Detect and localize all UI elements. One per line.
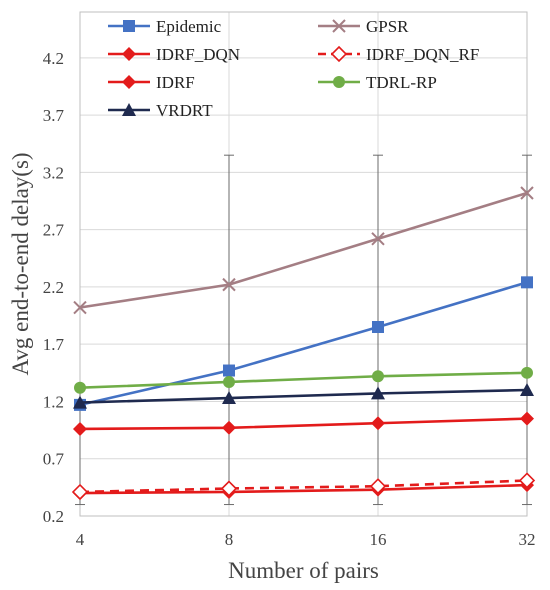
data-point-triangle	[222, 391, 236, 405]
series-line	[79, 191, 528, 309]
data-point-circle	[223, 375, 235, 388]
data-point-square	[372, 321, 384, 333]
data-point-diamond	[222, 420, 236, 435]
y-tick-label: 2.2	[43, 278, 64, 297]
data-point-diamond-open	[369, 478, 387, 495]
data-point-triangle	[73, 395, 87, 409]
data-point-diamond	[122, 75, 136, 89]
tick-labels: 0.2 0.7 1.2 1.7 2.2 2.7 3.2 3.7 4.2 4 8 16 32	[43, 49, 536, 549]
data-point-circle	[333, 76, 345, 88]
legend-item: GPSR	[318, 17, 409, 36]
series-idrf	[73, 411, 534, 436]
y-tick-label: 1.2	[43, 392, 64, 411]
series-idrf-dqn-rf	[71, 472, 536, 501]
y-tick-label: 1.7	[43, 335, 65, 354]
series	[71, 186, 536, 501]
legend-item: IDRF	[108, 73, 195, 92]
y-tick-label: 0.2	[43, 507, 64, 526]
series-gpsr	[73, 186, 534, 315]
series-vrdrt	[73, 383, 534, 409]
series-line	[79, 388, 528, 404]
data-point-diamond-open	[330, 45, 348, 63]
plot-area-border	[79, 11, 528, 517]
series-tdrl-rp	[74, 366, 533, 394]
data-point-triangle	[122, 103, 136, 116]
data-point-diamond	[520, 411, 534, 426]
data-point-triangle	[371, 386, 385, 400]
series-line	[79, 483, 528, 495]
x-tick-label: 16	[370, 530, 387, 549]
data-point-diamond-open	[518, 472, 536, 489]
y-tick-label: 0.7	[43, 450, 65, 469]
gridlines	[79, 12, 528, 517]
data-point-cross	[73, 300, 87, 315]
y-tick-label: 4.2	[43, 49, 64, 68]
data-point-diamond	[122, 47, 136, 61]
legend-item: Epidemic	[108, 17, 222, 36]
legend-item: VRDRT	[108, 101, 213, 120]
axes	[79, 11, 528, 517]
y-axis-title: Avg end-to-end delay(s)	[8, 152, 33, 375]
legend-item: IDRF_DQN_RF	[318, 45, 479, 64]
legend-item: IDRF_DQN	[108, 45, 240, 64]
data-point-diamond	[371, 416, 385, 431]
legend-label: IDRF_DQN	[156, 45, 240, 64]
series-line	[79, 281, 528, 407]
x-tick-label: 8	[225, 530, 234, 549]
legend-item: TDRL-RP	[318, 73, 437, 92]
legend: Epidemic GPSR IDRF_DQN IDRF_DQN_RF IDRF TDRL-…	[108, 17, 479, 120]
y-tick-label: 2.7	[43, 221, 65, 240]
legend-label: TDRL-RP	[366, 73, 437, 92]
data-point-diamond-open	[71, 483, 89, 501]
data-point-circle	[521, 366, 533, 379]
error-bar	[224, 154, 234, 506]
series-line	[79, 371, 528, 390]
data-point-circle	[74, 381, 86, 394]
x-tick-label: 4	[76, 530, 85, 549]
data-point-circle	[372, 370, 384, 383]
legend-label: IDRF	[156, 73, 195, 92]
legend-label: IDRF_DQN_RF	[366, 45, 479, 64]
data-point-diamond-open	[220, 480, 238, 497]
series-line	[79, 417, 528, 431]
error-bars	[75, 154, 532, 506]
data-point-cross	[371, 232, 385, 246]
data-point-square	[123, 20, 135, 32]
data-point-diamond	[73, 421, 87, 436]
error-bar	[522, 154, 532, 506]
data-point-square	[223, 364, 235, 377]
legend-label: Epidemic	[156, 17, 222, 36]
y-tick-label: 3.2	[43, 163, 64, 182]
data-point-cross	[332, 19, 346, 33]
y-tick-label: 3.7	[43, 106, 65, 125]
data-point-triangle	[520, 383, 534, 396]
x-tick-label: 32	[519, 530, 536, 549]
x-axis-title: Number of pairs	[228, 558, 379, 583]
series-idrf-dqn	[73, 478, 534, 501]
data-point-cross	[222, 277, 236, 292]
legend-label: GPSR	[366, 17, 409, 36]
data-point-square	[521, 276, 533, 289]
data-point-cross	[520, 186, 534, 200]
legend-label: VRDRT	[156, 101, 213, 120]
